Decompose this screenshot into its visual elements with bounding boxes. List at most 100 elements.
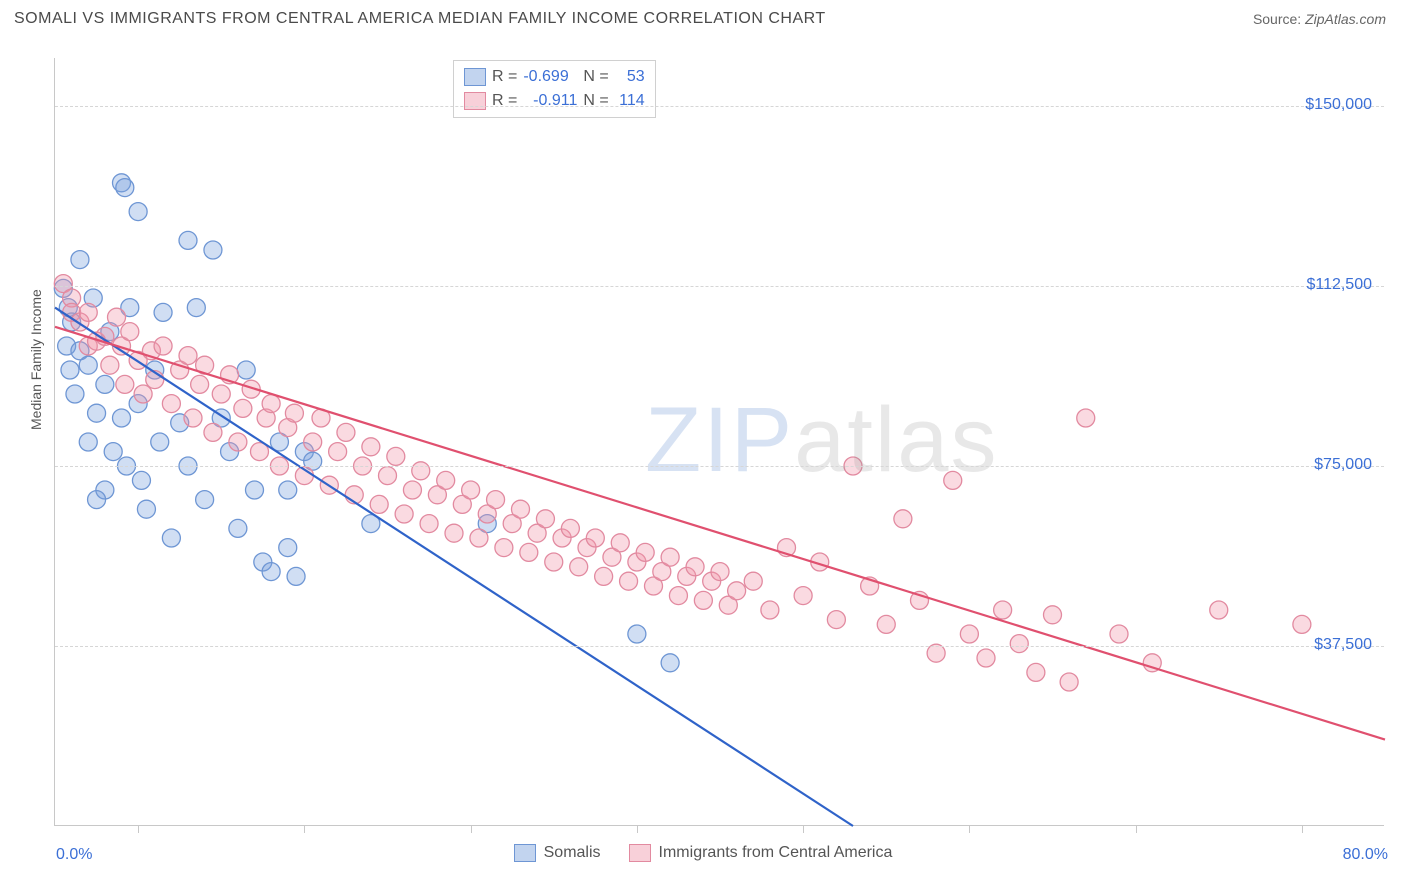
data-point (1060, 673, 1078, 691)
x-tick (803, 825, 804, 833)
data-point (212, 385, 230, 403)
y-tick-label: $75,000 (1314, 456, 1372, 474)
data-point (1010, 635, 1028, 653)
data-point (61, 361, 79, 379)
data-point (121, 323, 139, 341)
n-label: N = (583, 65, 608, 89)
data-point (116, 179, 134, 197)
data-point (229, 519, 247, 537)
data-point (894, 510, 912, 528)
n-value: 114 (615, 89, 645, 113)
trend-line (55, 327, 1385, 740)
data-point (71, 251, 89, 269)
data-point (586, 529, 604, 547)
corr-row-2: R = -0.911 N = 114 (464, 89, 645, 113)
y-tick-label: $37,500 (1314, 636, 1372, 654)
data-point (66, 385, 84, 403)
data-point (412, 462, 430, 480)
data-point (711, 563, 729, 581)
x-tick (637, 825, 638, 833)
data-point (669, 587, 687, 605)
r-value: -0.911 (523, 89, 577, 113)
data-point (611, 534, 629, 552)
data-point (187, 299, 205, 317)
data-point (88, 491, 106, 509)
data-point (1210, 601, 1228, 619)
legend-item-central-america: Immigrants from Central America (629, 844, 893, 862)
r-label: R = (492, 65, 517, 89)
data-point (960, 625, 978, 643)
data-point (262, 395, 280, 413)
correlation-box: R = -0.699 N = 53 R = -0.911 N = 114 (453, 60, 656, 118)
data-point (287, 567, 305, 585)
source-label: Source: ZipAtlas.com (1253, 11, 1386, 27)
x-tick (1302, 825, 1303, 833)
data-point (137, 500, 155, 518)
chart-title: SOMALI VS IMMIGRANTS FROM CENTRAL AMERIC… (14, 10, 826, 28)
data-point (79, 303, 97, 321)
data-point (151, 433, 169, 451)
swatch-blue-icon (514, 844, 536, 862)
data-point (108, 308, 126, 326)
data-point (1293, 615, 1311, 633)
data-point (96, 375, 114, 393)
data-point (694, 591, 712, 609)
n-value: 53 (615, 65, 645, 89)
data-point (229, 433, 247, 451)
data-point (636, 543, 654, 561)
data-point (134, 385, 152, 403)
data-point (686, 558, 704, 576)
data-point (279, 481, 297, 499)
r-label: R = (492, 89, 517, 113)
data-point (1044, 606, 1062, 624)
trend-line (55, 308, 853, 826)
data-point (79, 433, 97, 451)
legend-label: Immigrants from Central America (659, 844, 893, 862)
x-tick (471, 825, 472, 833)
gridline (55, 106, 1384, 107)
data-point (420, 515, 438, 533)
corr-row-1: R = -0.699 N = 53 (464, 65, 645, 89)
data-point (520, 543, 538, 561)
n-label: N = (583, 89, 608, 113)
data-point (977, 649, 995, 667)
data-point (370, 495, 388, 513)
swatch-pink-icon (629, 844, 651, 862)
data-point (794, 587, 812, 605)
data-point (116, 375, 134, 393)
data-point (246, 481, 264, 499)
legend-item-somalis: Somalis (514, 844, 601, 862)
x-tick (1136, 825, 1137, 833)
data-point (387, 447, 405, 465)
scatter-svg (55, 58, 1384, 825)
data-point (129, 203, 147, 221)
gridline (55, 286, 1384, 287)
data-point (561, 519, 579, 537)
data-point (184, 409, 202, 427)
data-point (132, 471, 150, 489)
data-point (79, 356, 97, 374)
swatch-blue-icon (464, 68, 486, 86)
data-point (113, 409, 131, 427)
y-axis-title: Median Family Income (28, 289, 44, 430)
gridline (55, 466, 1384, 467)
data-point (204, 241, 222, 259)
data-point (462, 481, 480, 499)
data-point (1027, 663, 1045, 681)
r-value: -0.699 (523, 65, 577, 89)
y-tick-label: $112,500 (1306, 276, 1372, 294)
data-point (620, 572, 638, 590)
data-point (234, 399, 252, 417)
data-point (362, 438, 380, 456)
data-point (595, 567, 613, 585)
data-point (162, 529, 180, 547)
data-point (204, 423, 222, 441)
data-point (262, 563, 280, 581)
data-point (237, 361, 255, 379)
gridline (55, 646, 1384, 647)
data-point (154, 337, 172, 355)
data-point (487, 491, 505, 509)
data-point (994, 601, 1012, 619)
data-point (570, 558, 588, 576)
swatch-pink-icon (464, 92, 486, 110)
